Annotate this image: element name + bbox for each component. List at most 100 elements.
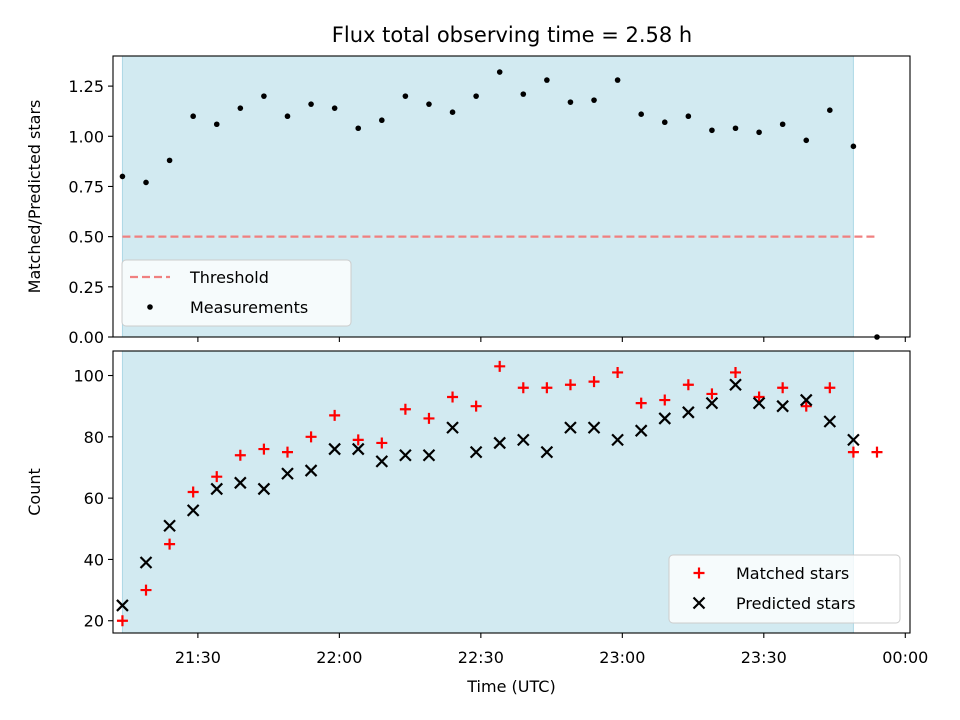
legend-label: Predicted stars bbox=[736, 594, 856, 613]
y-tick-label: 80 bbox=[84, 428, 104, 447]
x-tick-label: 21:30 bbox=[175, 648, 221, 667]
predicted-stars-point bbox=[281, 467, 294, 480]
predicted-stars-point bbox=[234, 476, 247, 490]
count-plot: 20 40 60 80 100 21:30 22:00 22:30 23:00 23:30 00:0… bbox=[25, 350, 928, 696]
legend-box bbox=[668, 554, 901, 624]
measurement-point bbox=[143, 179, 149, 186]
matched-stars-point bbox=[329, 409, 341, 421]
y-tick-label: 1.25 bbox=[68, 77, 104, 96]
measurement-point bbox=[355, 125, 362, 132]
matched-stars-point bbox=[871, 446, 883, 458]
ratio-plot: 0.00 0.25 0.50 0.75 1.00 1.25 Matched/Predicte… bbox=[25, 55, 911, 347]
legend: Matched stars Predicted stars bbox=[668, 554, 901, 624]
matched-stars-point bbox=[352, 434, 364, 446]
measurement-point bbox=[449, 109, 456, 115]
matched-stars-point bbox=[399, 403, 411, 415]
matched-stars-point bbox=[305, 431, 317, 443]
predicted-stars-point bbox=[210, 482, 224, 496]
y-tick-label: 0.75 bbox=[68, 177, 104, 196]
predicted-stars-point bbox=[422, 448, 436, 462]
matched-stars-point bbox=[564, 379, 576, 391]
predicted-stars-point bbox=[469, 445, 483, 459]
predicted-stars-point bbox=[139, 556, 153, 569]
predicted-stars-point bbox=[186, 504, 200, 517]
y-tick-label: 100 bbox=[73, 367, 104, 386]
predicted-stars-point bbox=[776, 399, 789, 413]
measurement-point bbox=[331, 105, 338, 111]
predicted-stars-point bbox=[351, 442, 365, 456]
matched-stars-point bbox=[635, 397, 647, 409]
predicted-stars-point bbox=[163, 519, 176, 532]
matched-stars-point bbox=[847, 446, 859, 458]
measurement-point bbox=[544, 77, 550, 83]
x-tick-label: 00:00 bbox=[882, 648, 928, 667]
predicted-stars-point bbox=[328, 442, 341, 456]
y-axis-label: Count bbox=[25, 468, 44, 516]
legend: Threshold Measurements bbox=[121, 259, 352, 327]
measurement-point bbox=[591, 97, 597, 103]
y-axis-label: Matched/Predicted stars bbox=[25, 100, 44, 294]
y-tick-label: 20 bbox=[84, 612, 104, 631]
predicted-stars-point bbox=[304, 464, 318, 477]
predicted-stars-point bbox=[682, 406, 695, 419]
measurement-point bbox=[756, 129, 762, 136]
measurement-point bbox=[237, 105, 244, 111]
measurement-point bbox=[850, 143, 857, 150]
legend-label: Measurements bbox=[190, 298, 308, 317]
matched-stars-point bbox=[777, 382, 789, 394]
measurement-point bbox=[308, 101, 314, 107]
measurement-point bbox=[261, 93, 267, 99]
matched-stars-point bbox=[423, 412, 435, 424]
legend-label: Matched stars bbox=[736, 564, 849, 583]
legend-measurement-swatch bbox=[147, 304, 153, 310]
predicted-stars-point bbox=[752, 396, 766, 410]
measurement-point bbox=[473, 93, 479, 99]
predicted-stars-point bbox=[564, 421, 577, 434]
matched-stars-point bbox=[470, 400, 482, 412]
predicted-stars-point bbox=[611, 433, 624, 447]
matched-stars-point bbox=[541, 382, 553, 394]
matched-stars-point bbox=[753, 391, 765, 403]
measurement-point bbox=[520, 91, 527, 97]
predicted-stars-point bbox=[847, 433, 860, 447]
y-tick-label: 0.50 bbox=[68, 228, 104, 247]
x-tick-label: 22:00 bbox=[316, 648, 362, 667]
measurement-point bbox=[827, 107, 833, 113]
measurement-point bbox=[661, 119, 668, 126]
measurement-point bbox=[709, 127, 715, 134]
predicted-stars-point bbox=[587, 421, 601, 434]
axes-frame bbox=[112, 350, 911, 634]
measurement-point bbox=[119, 173, 126, 180]
measurement-point bbox=[779, 121, 786, 128]
y-tick-label: 0.25 bbox=[68, 278, 104, 297]
matched-stars-point bbox=[164, 538, 176, 550]
predicted-stars-point bbox=[399, 448, 412, 462]
matched-stars-point bbox=[376, 437, 388, 449]
x-tick-label: 23:30 bbox=[741, 648, 787, 667]
measurement-point bbox=[190, 113, 196, 120]
predicted-stars-point bbox=[634, 424, 648, 437]
predicted-stars-point bbox=[116, 599, 129, 612]
predicted-stars-point bbox=[823, 415, 837, 428]
matched-stars-point bbox=[140, 584, 152, 596]
measurement-point bbox=[803, 137, 810, 144]
matched-stars-point bbox=[517, 382, 529, 394]
matched-stars-point bbox=[494, 360, 506, 372]
axes-frame bbox=[112, 55, 911, 338]
measurement-point bbox=[402, 93, 409, 99]
predicted-stars-point bbox=[540, 445, 554, 459]
measurement-point bbox=[638, 111, 644, 118]
matched-stars-point bbox=[116, 615, 128, 627]
x-tick-label: 23:00 bbox=[599, 648, 645, 667]
matched-stars-point bbox=[447, 391, 459, 403]
matched-stars-point bbox=[682, 379, 694, 391]
measurement-point bbox=[685, 113, 692, 120]
predicted-stars-point bbox=[729, 378, 742, 391]
chart-title: Flux total observing time = 2.58 h bbox=[332, 23, 692, 47]
matched-stars-point bbox=[824, 382, 836, 394]
predicted-stars-point bbox=[517, 433, 530, 447]
matched-stars-point bbox=[730, 366, 742, 378]
predicted-stars-point bbox=[446, 421, 459, 434]
matched-stars-point bbox=[659, 394, 671, 406]
